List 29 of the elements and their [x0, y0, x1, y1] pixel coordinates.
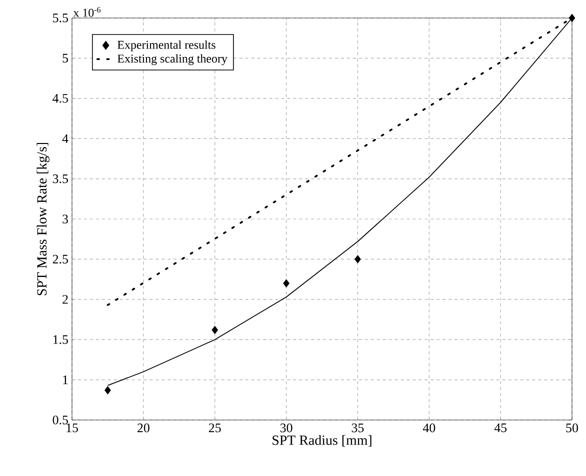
y-tick-label: 1.5: [53, 335, 68, 344]
point: [568, 14, 576, 22]
point: [212, 326, 218, 334]
y-axis-title: SPT Mass Flow Rate [kg/s]: [36, 142, 50, 296]
y-tick-label: 2.5: [52, 254, 68, 264]
point: [354, 255, 361, 264]
y-tick-label: 4: [62, 134, 68, 143]
x-tick-label: 35: [352, 424, 364, 432]
legend-label: Experimental results: [118, 40, 216, 52]
y-tick-label: 5: [62, 54, 68, 62]
x-axis-title: SPT Radius [mm]: [272, 435, 372, 447]
y-tick-label: 0.5: [52, 416, 68, 424]
x-tick-label: 40: [422, 424, 436, 432]
y-tick-label: 4.5: [52, 94, 68, 103]
y-tick-label: 5.5: [53, 14, 68, 22]
legend-label: Existing scaling theory: [118, 54, 228, 66]
y-tick-label: 2: [62, 295, 68, 304]
x-tick-label: 30: [280, 424, 292, 432]
x-tick-label: 50: [566, 424, 578, 432]
x-tick-label: 25: [208, 424, 221, 432]
x-tick-label: 45: [494, 424, 507, 432]
y-tick-label: 3: [62, 214, 68, 224]
point: [104, 386, 111, 394]
x-tick-label: 15: [66, 424, 78, 432]
y-tick-label: 1: [63, 376, 68, 384]
text: x 10$^{-6}$: [73, 7, 101, 17]
x-tick-label: 20: [138, 424, 150, 432]
point: [283, 279, 290, 288]
y-tick-label: 3.5: [52, 174, 68, 184]
